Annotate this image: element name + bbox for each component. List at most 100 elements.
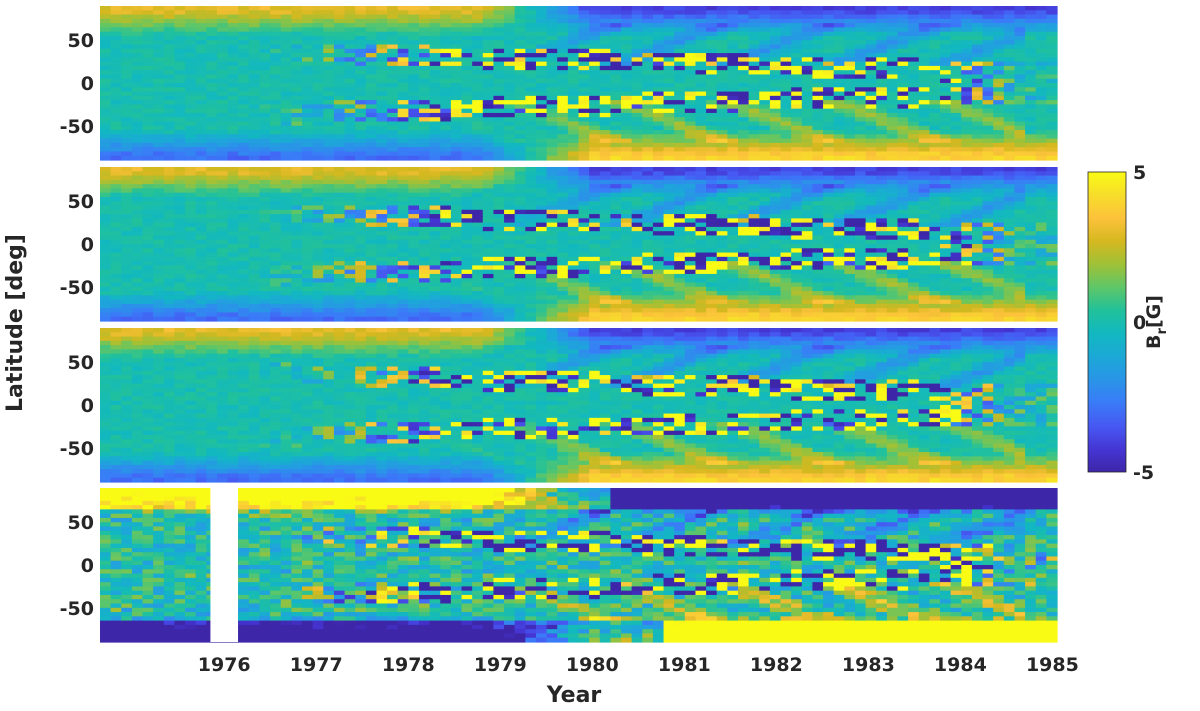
- heatmap-cell: [248, 74, 261, 80]
- heatmap-cell: [589, 53, 601, 58]
- heatmap-cell: [121, 65, 133, 71]
- heatmap-cell: [610, 244, 622, 249]
- heatmap-cell: [163, 48, 176, 54]
- heatmap-cell: [886, 83, 899, 88]
- heatmap-cell: [142, 273, 154, 279]
- heatmap-cell: [865, 40, 877, 46]
- heatmap-cell: [259, 214, 271, 219]
- heatmap-cell: [589, 10, 601, 16]
- heatmap-cell: [355, 155, 367, 161]
- heatmap-cell: [365, 265, 378, 271]
- heatmap-cell: [663, 117, 675, 123]
- heatmap-cell: [493, 218, 505, 224]
- heatmap-cell: [525, 35, 537, 41]
- heatmap-cell: [546, 226, 558, 232]
- heatmap-cell: [535, 35, 548, 41]
- heatmap-cell: [1046, 6, 1058, 11]
- heatmap-cell: [844, 121, 856, 127]
- heatmap-cell: [376, 235, 388, 241]
- heatmap-cell: [727, 125, 739, 131]
- heatmap-cell: [706, 18, 718, 24]
- heatmap-cell: [450, 53, 463, 58]
- heatmap-cell: [100, 147, 112, 153]
- heatmap-cell: [504, 171, 516, 177]
- heatmap-cell: [450, 70, 463, 76]
- heatmap-cell: [684, 155, 697, 161]
- heatmap-cell: [823, 27, 835, 33]
- heatmap-cell: [238, 312, 250, 318]
- heatmap-cell: [408, 121, 420, 127]
- heatmap-cell: [153, 278, 165, 284]
- heatmap-cell: [238, 175, 250, 181]
- heatmap-cell: [812, 121, 824, 127]
- heatmap-cell: [684, 6, 697, 11]
- heatmap-cell: [440, 244, 452, 249]
- heatmap-cell: [929, 35, 941, 41]
- heatmap-cell: [865, 108, 877, 114]
- heatmap-cell: [408, 91, 420, 97]
- heatmap-cell: [493, 205, 505, 211]
- heatmap-cell: [302, 125, 314, 131]
- heatmap-cell: [121, 291, 133, 296]
- heatmap-cell: [493, 316, 505, 322]
- heatmap-cell: [1003, 40, 1016, 46]
- heatmap-cell: [812, 70, 824, 76]
- heatmap-cell: [589, 303, 601, 309]
- heatmap-cell: [174, 222, 186, 228]
- heatmap-cell: [621, 83, 633, 88]
- heatmap-cell: [110, 188, 122, 194]
- heatmap-cell: [408, 112, 420, 118]
- heatmap-cell: [419, 10, 431, 16]
- heatmap-cell: [131, 74, 144, 80]
- heatmap-cell: [216, 65, 229, 71]
- heatmap-cell: [216, 209, 229, 215]
- heatmap-cell: [100, 248, 112, 254]
- heatmap-cell: [525, 6, 537, 11]
- heatmap-cell: [546, 303, 558, 309]
- heatmap-cell: [333, 303, 346, 309]
- heatmap-cell: [206, 269, 218, 275]
- heatmap-cell: [652, 104, 665, 110]
- heatmap-cell: [450, 256, 463, 262]
- heatmap-cell: [408, 108, 420, 114]
- heatmap-cell: [674, 65, 686, 71]
- heatmap-cell: [270, 218, 282, 224]
- heatmap-cell: [610, 269, 622, 275]
- heatmap-cell: [535, 265, 548, 271]
- heatmap-cell: [1003, 18, 1016, 24]
- heatmap-cell: [270, 231, 282, 237]
- heatmap-cell: [652, 18, 665, 24]
- heatmap-cell: [100, 222, 112, 228]
- heatmap-cell: [567, 235, 580, 241]
- heatmap-cell: [684, 61, 697, 67]
- heatmap-cell: [514, 48, 526, 54]
- heatmap-cell: [748, 87, 760, 93]
- heatmap-cell: [589, 134, 601, 140]
- heatmap-cell: [865, 70, 877, 76]
- heatmap-cell: [206, 40, 218, 46]
- heatmap-cell: [153, 244, 165, 249]
- heatmap-cell: [557, 142, 569, 148]
- heatmap-cell: [163, 256, 176, 262]
- heatmap-cell: [1003, 61, 1016, 67]
- heatmap-cell: [993, 100, 1005, 105]
- heatmap-cell: [174, 31, 186, 37]
- heatmap-cell: [610, 282, 622, 288]
- heatmap-cell: [142, 175, 154, 181]
- heatmap-cell: [940, 74, 952, 80]
- heatmap-cell: [908, 35, 920, 41]
- heatmap-cell: [461, 83, 473, 88]
- heatmap-cell: [387, 184, 399, 189]
- heatmap-cell: [461, 138, 473, 144]
- heatmap-cell: [280, 188, 292, 194]
- heatmap-cell: [1003, 134, 1016, 140]
- heatmap-cell: [535, 87, 548, 93]
- heatmap-cell: [610, 74, 622, 80]
- heatmap-cell: [174, 256, 186, 262]
- heatmap-cell: [695, 78, 707, 84]
- heatmap-cell: [195, 192, 207, 198]
- heatmap-cell: [557, 205, 569, 211]
- heatmap-cell: [121, 299, 133, 305]
- heatmap-cell: [450, 151, 463, 157]
- heatmap-cell: [1035, 40, 1047, 46]
